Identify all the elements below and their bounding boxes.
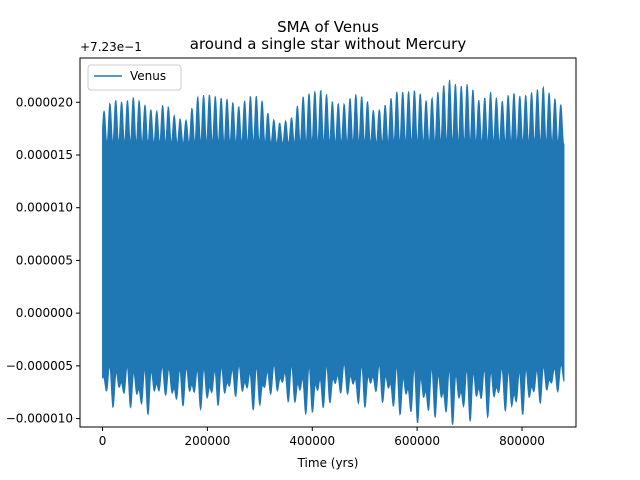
x-tick-label: 200000 — [185, 434, 231, 448]
y-tick-label: 0.000020 — [16, 95, 73, 109]
plot-area — [102, 79, 565, 425]
x-tick-label: 0 — [99, 434, 107, 448]
x-axis-label: Time (yrs) — [297, 456, 359, 470]
x-tick-label: 800000 — [499, 434, 545, 448]
y-tick-label: 0.000010 — [16, 201, 73, 215]
x-tick-label: 600000 — [394, 434, 440, 448]
y-tick-label: −0.000005 — [6, 359, 73, 373]
chart-title-line: around a single star without Mercury — [190, 35, 467, 53]
legend-box — [87, 64, 182, 91]
x-axis: 0 200000 400000 600000 800000 — [99, 427, 545, 448]
y-tick-label: 0.000015 — [16, 148, 73, 162]
y-tick-label: 0.000000 — [16, 306, 73, 320]
chart-title-line: SMA of Venus — [277, 18, 379, 36]
y-axis: −0.000010 −0.000005 0.000000 0.000005 0.0000… — [6, 95, 80, 426]
legend-label-venus: Venus — [130, 69, 166, 83]
series-venus-band — [102, 79, 565, 425]
y-offset-text: +7.23e−1 — [80, 40, 142, 54]
x-tick-label: 400000 — [289, 434, 335, 448]
y-tick-label: −0.000010 — [6, 412, 73, 426]
legend: Venus — [87, 64, 182, 91]
y-tick-label: 0.000005 — [16, 253, 73, 267]
axes-frame — [79, 57, 577, 428]
